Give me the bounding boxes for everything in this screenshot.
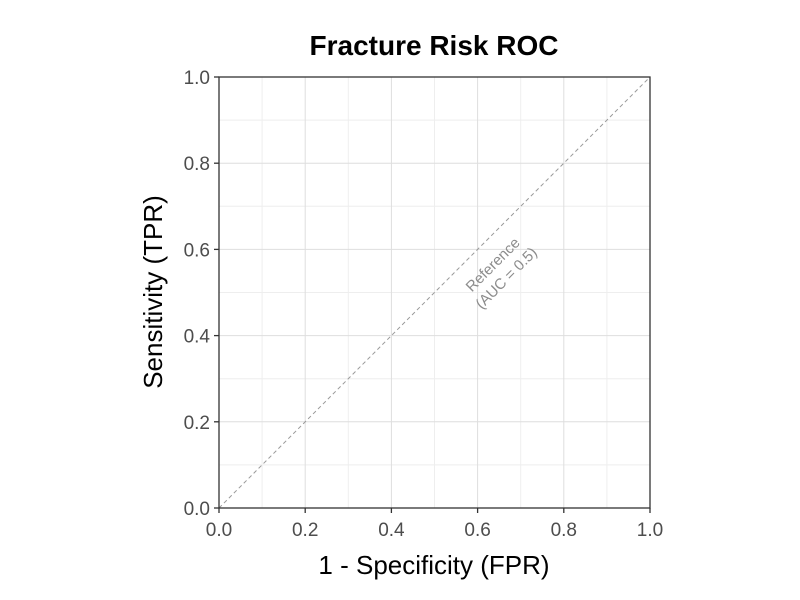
x-tick-label: 0.6 [464,520,490,541]
axes [214,76,651,513]
reference-annotation: Reference(AUC = 0.5) [459,231,541,313]
y-tick-label: 0.8 [184,154,210,175]
y-tick-label: 1.0 [184,68,210,89]
series-layer [218,76,651,509]
x-tick-label: 0.4 [378,520,405,541]
annotation-layer: Reference(AUC = 0.5) [459,231,541,313]
tick-labels: 0.0 0.2 0.4 0.6 0.8 1.0 0.0 0.2 0.4 0.6 0.8 1.0 [184,68,664,541]
x-tick-label: 0.0 [206,520,232,541]
y-tick-label: 0.0 [184,499,210,520]
chart-title: Fracture Risk ROC [310,30,559,61]
y-axis-label: Sensitivity (TPR) [138,195,168,389]
plot-border [218,76,651,509]
reference-line [218,76,651,509]
x-tick-label: 0.8 [551,520,577,541]
x-axis-label: 1 - Specificity (FPR) [318,550,549,580]
x-tick-label: 0.2 [292,520,318,541]
y-tick-label: 0.6 [184,240,210,261]
y-tick-label: 0.4 [184,327,211,348]
y-tick-label: 0.2 [184,413,210,434]
x-tick-label: 1.0 [637,520,663,541]
